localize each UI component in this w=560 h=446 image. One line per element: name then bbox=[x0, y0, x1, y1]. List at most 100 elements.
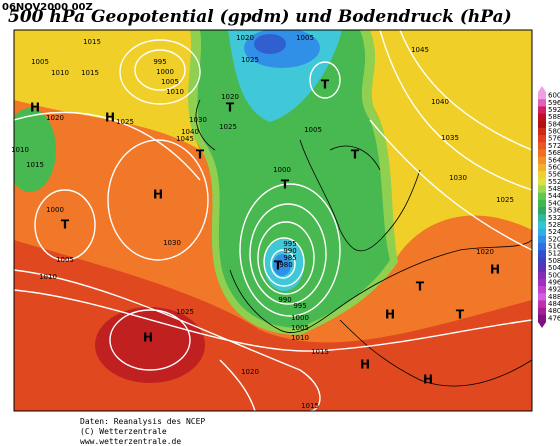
colorbar-label: 536 bbox=[548, 207, 560, 215]
colorbar-swatch bbox=[538, 307, 546, 316]
colorbar-label: 524 bbox=[548, 228, 560, 236]
title: 500 hPa Geopotential (gpdm) und Bodendru… bbox=[8, 7, 512, 27]
isobar-label: 985 bbox=[283, 254, 296, 262]
isobar-label: 1000 bbox=[291, 314, 309, 322]
colorbar-label: 544 bbox=[548, 192, 560, 200]
date-stamp: 06NOV2000 00Z bbox=[2, 2, 93, 13]
isobar-label: 1015 bbox=[26, 161, 44, 169]
isobar-label: 1000 bbox=[156, 68, 174, 76]
isobar-label: 980 bbox=[279, 261, 292, 269]
colorbar-swatch bbox=[538, 99, 546, 107]
pressure-center: H bbox=[105, 111, 115, 125]
colorbar-swatch bbox=[538, 156, 546, 165]
colorbar-swatch bbox=[538, 185, 546, 193]
isobar-label: 1035 bbox=[441, 134, 459, 142]
footer-line: www.wetterzentrale.de bbox=[80, 437, 181, 446]
colorbar-swatch bbox=[538, 113, 546, 122]
isobar-label: 1025 bbox=[219, 123, 237, 131]
colorbar-label: 540 bbox=[548, 199, 560, 207]
isobar-label: 990 bbox=[283, 247, 296, 255]
isobar-label: 1010 bbox=[39, 273, 57, 281]
pressure-center: T bbox=[274, 259, 283, 273]
colorbar-swatch bbox=[538, 163, 546, 172]
colorbar-swatch bbox=[538, 178, 546, 186]
pressure-center: H bbox=[143, 331, 153, 345]
isobar-label: 1025 bbox=[176, 308, 194, 316]
pressure-center: T bbox=[61, 218, 70, 232]
colorbar-label: 576 bbox=[548, 135, 560, 143]
map-frame bbox=[13, 29, 533, 412]
isobar-label: 1005 bbox=[161, 78, 179, 86]
colorbar-swatch bbox=[538, 293, 546, 301]
colorbar-swatch bbox=[538, 149, 546, 157]
colorbar-label: 480 bbox=[548, 307, 560, 315]
isobar-label: 1040 bbox=[181, 128, 199, 136]
colorbar-swatch bbox=[538, 142, 546, 150]
isobar-label: 1030 bbox=[189, 116, 207, 124]
isobar-label: 1015 bbox=[311, 348, 329, 356]
isobar-label: 1020 bbox=[221, 93, 239, 101]
colorbar-swatch bbox=[538, 127, 546, 136]
colorbar-label: 572 bbox=[548, 142, 560, 150]
colorbar-swatch bbox=[538, 250, 546, 258]
isobar-label: 1030 bbox=[163, 239, 181, 247]
colorbar-swatch bbox=[538, 171, 546, 179]
isobar-label: 1000 bbox=[46, 206, 64, 214]
isobar-label: 995 bbox=[293, 302, 306, 310]
isobar-label: 1025 bbox=[116, 118, 134, 126]
colorbar-label: 588 bbox=[548, 113, 560, 121]
colorbar-swatch bbox=[538, 314, 546, 323]
colorbar-swatch bbox=[538, 286, 546, 294]
isobar-label: 1010 bbox=[11, 146, 29, 154]
pressure-center: T bbox=[456, 308, 465, 322]
pressure-center: H bbox=[30, 101, 40, 115]
colorbar-swatch bbox=[538, 235, 546, 244]
pressure-center: T bbox=[351, 148, 360, 162]
pressure-center: H bbox=[423, 373, 433, 387]
pressure-center: T bbox=[281, 178, 290, 192]
colorbar-arrow bbox=[538, 86, 546, 92]
isobar-label: 995 bbox=[153, 58, 166, 66]
pressure-center: H bbox=[385, 308, 395, 322]
isobar-label: 1025 bbox=[241, 56, 259, 64]
colorbar-swatch bbox=[538, 257, 546, 265]
colorbar: 6005965925885845805765725685645605565525… bbox=[538, 86, 560, 328]
isobar-label: 1025 bbox=[496, 196, 514, 204]
footer-line: Daten: Reanalysis des NCEP bbox=[80, 417, 205, 426]
colorbar-swatch bbox=[538, 120, 546, 129]
isobar-label: 1015 bbox=[301, 402, 319, 410]
pressure-center: T bbox=[226, 101, 235, 115]
isobar-label: 1005 bbox=[304, 126, 322, 134]
colorbar-arrow bbox=[538, 322, 546, 328]
isobar-label: 1005 bbox=[56, 256, 74, 264]
colorbar-label: 560 bbox=[548, 163, 560, 171]
isobar-label: 1020 bbox=[241, 368, 259, 376]
colorbar-label: 488 bbox=[548, 293, 560, 301]
colorbar-label: 596 bbox=[548, 99, 560, 107]
isobar-label: 1045 bbox=[411, 46, 429, 54]
pressure-center: T bbox=[321, 78, 330, 92]
colorbar-label: 600 bbox=[548, 92, 560, 100]
colorbar-swatch bbox=[538, 264, 546, 272]
colorbar-label: 500 bbox=[548, 271, 560, 279]
pressure-center: T bbox=[196, 148, 205, 162]
colorbar-label: 564 bbox=[548, 156, 560, 164]
isobar-label: 1030 bbox=[449, 174, 467, 182]
colorbar-swatch bbox=[538, 192, 546, 201]
colorbar-swatch bbox=[538, 199, 546, 208]
colorbar-swatch bbox=[538, 242, 546, 251]
colorbar-swatch bbox=[538, 135, 546, 143]
colorbar-swatch bbox=[538, 207, 546, 215]
colorbar-label: 584 bbox=[548, 120, 560, 128]
colorbar-label: 580 bbox=[548, 128, 560, 136]
isobar-label: 1010 bbox=[291, 334, 309, 342]
colorbar-label: 520 bbox=[548, 235, 560, 243]
pressure-center: H bbox=[153, 188, 163, 202]
isobar-label: 1005 bbox=[31, 58, 49, 66]
isobar-label: 1005 bbox=[291, 324, 309, 332]
colorbar-label: 516 bbox=[548, 243, 560, 251]
colorbar-label: 512 bbox=[548, 250, 560, 258]
colorbar-swatch bbox=[538, 221, 546, 229]
colorbar-label: 568 bbox=[548, 149, 560, 157]
